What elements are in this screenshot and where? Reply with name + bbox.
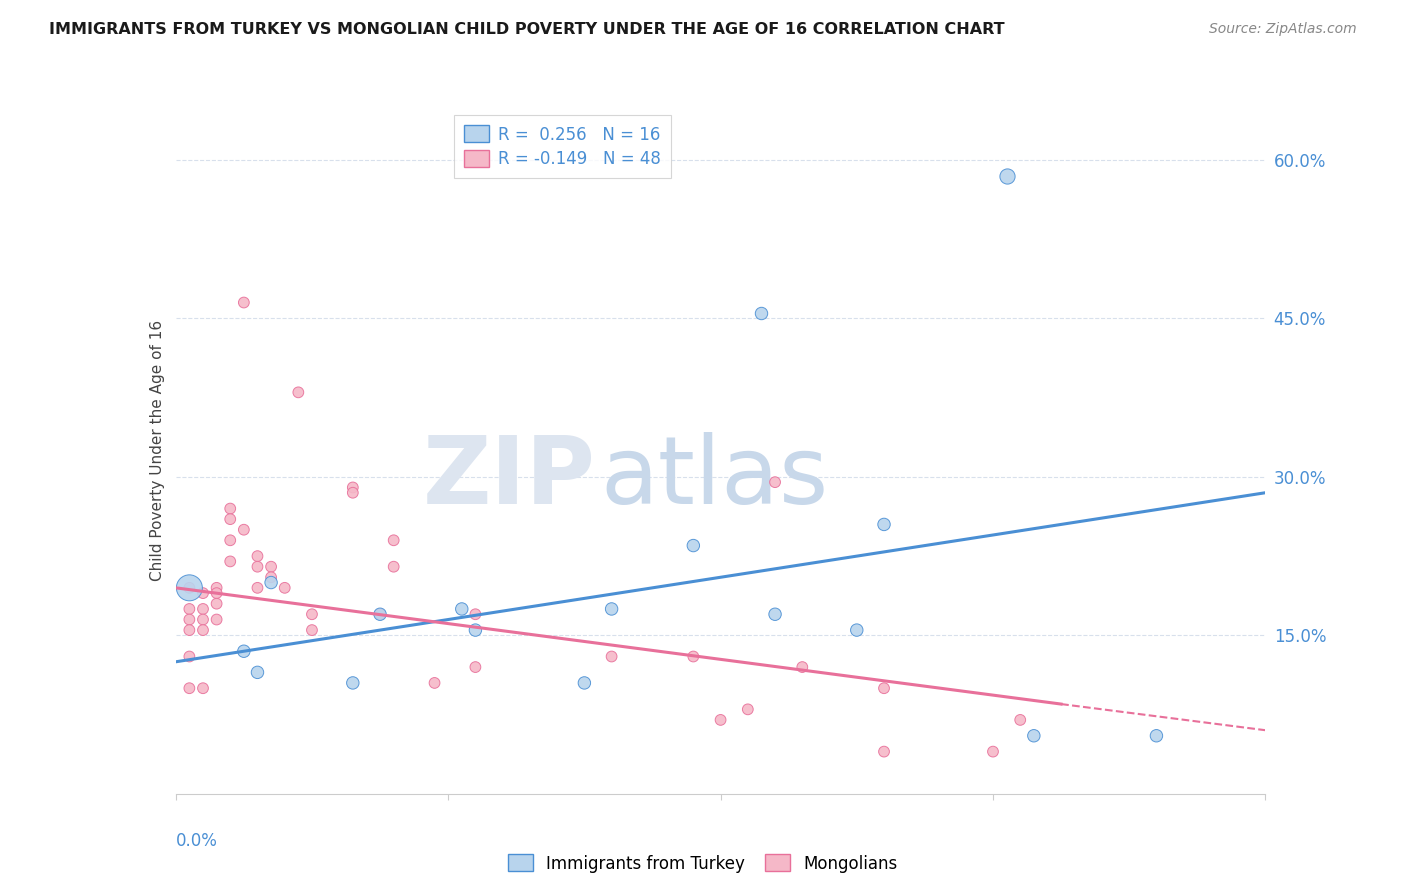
Point <box>246 549 269 563</box>
Text: atlas: atlas <box>600 432 830 524</box>
Point <box>179 581 201 595</box>
Point <box>682 649 704 664</box>
Text: ZIP: ZIP <box>422 432 595 524</box>
Point <box>219 512 242 526</box>
Point <box>191 623 214 637</box>
Point <box>232 295 254 310</box>
Point <box>1022 729 1045 743</box>
Point <box>751 306 773 320</box>
Point <box>232 523 254 537</box>
Text: Source: ZipAtlas.com: Source: ZipAtlas.com <box>1209 22 1357 37</box>
Point <box>260 559 283 574</box>
Point <box>464 660 486 674</box>
Point <box>600 602 623 616</box>
Point <box>423 676 446 690</box>
Legend: Immigrants from Turkey, Mongolians: Immigrants from Turkey, Mongolians <box>502 847 904 880</box>
Point <box>1144 729 1167 743</box>
Point <box>179 581 201 595</box>
Text: IMMIGRANTS FROM TURKEY VS MONGOLIAN CHILD POVERTY UNDER THE AGE OF 16 CORRELATIO: IMMIGRANTS FROM TURKEY VS MONGOLIAN CHIL… <box>49 22 1005 37</box>
Point <box>450 602 472 616</box>
Point <box>205 586 228 600</box>
Point <box>246 665 269 680</box>
Point <box>191 613 214 627</box>
Point <box>191 586 214 600</box>
Point <box>179 602 201 616</box>
Point <box>342 480 364 494</box>
Point <box>179 649 201 664</box>
Point <box>232 644 254 658</box>
Point <box>274 581 297 595</box>
Point <box>873 745 896 759</box>
Point <box>382 533 405 548</box>
Point <box>464 607 486 622</box>
Point <box>873 517 896 532</box>
Point <box>710 713 733 727</box>
Point <box>464 623 486 637</box>
Point <box>219 554 242 568</box>
Point <box>205 581 228 595</box>
Point <box>246 559 269 574</box>
Point <box>368 607 391 622</box>
Point <box>1010 713 1032 727</box>
Point <box>342 485 364 500</box>
Point <box>792 660 814 674</box>
Point <box>191 602 214 616</box>
Point <box>179 681 201 696</box>
Point <box>179 613 201 627</box>
Point <box>342 676 364 690</box>
Y-axis label: Child Poverty Under the Age of 16: Child Poverty Under the Age of 16 <box>149 320 165 581</box>
Point <box>219 501 242 516</box>
Point <box>191 681 214 696</box>
Point <box>981 745 1004 759</box>
Point <box>737 702 759 716</box>
Point <box>179 623 201 637</box>
Point <box>301 623 323 637</box>
Point <box>600 649 623 664</box>
Point <box>205 613 228 627</box>
Point <box>246 581 269 595</box>
Point <box>382 559 405 574</box>
Point <box>873 681 896 696</box>
Point <box>260 570 283 584</box>
Legend: R =  0.256   N = 16, R = -0.149   N = 48: R = 0.256 N = 16, R = -0.149 N = 48 <box>454 115 671 178</box>
Point <box>287 385 309 400</box>
Point <box>995 169 1018 183</box>
Point <box>219 533 242 548</box>
Point <box>205 597 228 611</box>
Point <box>260 575 283 590</box>
Point <box>301 607 323 622</box>
Point <box>682 539 704 553</box>
Point <box>763 475 786 490</box>
Point <box>574 676 596 690</box>
Point <box>763 607 786 622</box>
Point <box>845 623 868 637</box>
Point <box>368 607 391 622</box>
Text: 0.0%: 0.0% <box>176 831 218 850</box>
